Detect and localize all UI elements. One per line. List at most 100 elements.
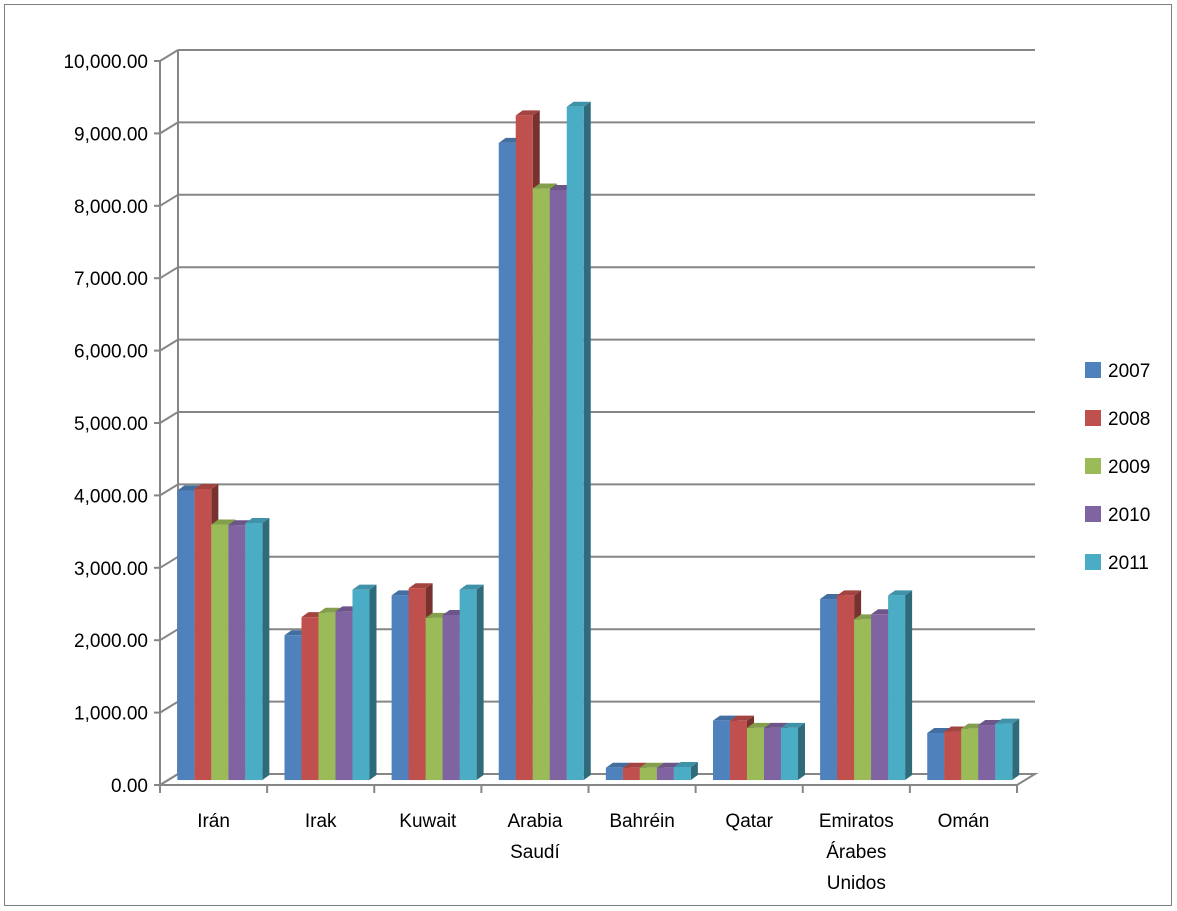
bar-front	[515, 115, 533, 781]
legend: 2007 2008 2009 2010 2011	[1085, 361, 1150, 574]
bar-front	[763, 727, 781, 781]
legend-label: 2010	[1108, 505, 1150, 526]
gridline-depth	[159, 121, 179, 135]
bar	[459, 584, 484, 781]
chart-frame: 0.00 1,000.00 2,000.00 3,000.00 4,000.00 5,00…	[4, 4, 1172, 906]
bar-front	[245, 523, 263, 781]
bar-top	[837, 590, 862, 596]
bar-front	[408, 588, 426, 781]
bar-top	[532, 183, 557, 189]
legend-swatch	[1085, 410, 1101, 426]
bar-front	[391, 595, 409, 781]
gridline-depth	[159, 700, 179, 714]
y-tick-label: 0.00	[111, 776, 148, 797]
bar-front	[622, 767, 640, 781]
bar-front	[712, 720, 730, 781]
bar	[995, 718, 1020, 781]
gridline-depth	[159, 411, 179, 424]
x-tick-label-line: Qatar	[725, 811, 773, 832]
legend-swatch	[1085, 458, 1101, 474]
gridline-depth	[159, 266, 179, 280]
y-tick-label: 2,000.00	[74, 631, 148, 652]
legend-label: 2008	[1108, 409, 1150, 430]
bar	[888, 590, 913, 781]
bar-front	[837, 595, 855, 781]
bar-front	[442, 614, 460, 781]
y-tick-label: 4,000.00	[74, 486, 148, 507]
bar	[780, 722, 805, 781]
bar-front	[228, 525, 246, 781]
x-tick-label: Irán	[197, 811, 230, 832]
y-tick-label: 1,000.00	[74, 704, 148, 725]
bar-front	[854, 619, 872, 781]
bar-front	[927, 732, 945, 781]
bar-top	[780, 722, 805, 728]
x-tick-label-line: Bahréin	[609, 811, 675, 832]
x-tick-label-line: Omán	[938, 811, 990, 832]
bar-front	[995, 723, 1013, 781]
gridline-depth	[159, 628, 179, 642]
bar-front	[729, 720, 747, 781]
bar-front	[888, 595, 906, 781]
bar-side	[583, 101, 591, 781]
bar-top	[245, 518, 270, 524]
bar-top	[763, 722, 788, 728]
bar	[566, 101, 591, 781]
x-tick-label: Omán	[938, 811, 990, 832]
legend-label: 2007	[1108, 361, 1150, 382]
bar-front	[673, 767, 691, 781]
y-axis-ticks: 0.00 1,000.00 2,000.00 3,000.00 4,000.00 5,00…	[63, 52, 148, 797]
gridline-depth	[159, 338, 179, 352]
bar-front	[780, 727, 798, 781]
y-tick-label: 5,000.00	[74, 414, 148, 435]
floor	[156, 773, 1039, 786]
bar-top	[712, 715, 737, 721]
x-tick-label-line: Emiratos	[819, 811, 894, 832]
legend-swatch	[1085, 506, 1101, 522]
x-tick-label: Arabia Saudí	[507, 811, 562, 863]
y-tick-label: 8,000.00	[74, 197, 148, 218]
bars	[177, 101, 1020, 781]
x-tick-label: Bahréin	[609, 811, 675, 832]
bar-front	[352, 589, 370, 781]
bar-top	[515, 110, 540, 116]
bar-front	[532, 188, 550, 781]
bar-top	[408, 583, 433, 589]
bar	[245, 518, 270, 781]
x-tick-label-line: Unidos	[827, 873, 886, 894]
bar-top	[459, 584, 484, 590]
bar-front	[498, 142, 516, 781]
bar-front	[318, 612, 336, 781]
gridlines	[154, 49, 1039, 786]
gridline-depth	[159, 483, 179, 497]
bar-side	[690, 762, 698, 781]
bar-side	[905, 590, 913, 781]
bar-top	[622, 762, 647, 768]
bar-front	[335, 611, 353, 781]
gridline-depth	[159, 49, 179, 62]
bar-front	[961, 728, 979, 781]
x-tick-label-line: Arabia	[507, 811, 562, 832]
bar-chart: 0.00 1,000.00 2,000.00 3,000.00 4,000.00 5,00…	[63, 49, 1150, 894]
bar-top	[352, 584, 377, 590]
gridline-depth	[159, 193, 179, 207]
x-tick-label: Irak	[305, 811, 337, 832]
bar-side	[369, 584, 377, 781]
bar-top	[566, 101, 591, 107]
x-axis: Irán Irak Kuwait Arabia Saudí Bahréin Qatar Emi…	[159, 785, 1018, 894]
bar-front	[656, 767, 674, 781]
y-tick-label: 10,000.00	[63, 52, 148, 73]
bar-top	[605, 762, 630, 768]
bar-front	[566, 106, 584, 781]
legend-swatch	[1085, 362, 1101, 378]
y-tick-label: 3,000.00	[74, 559, 148, 580]
bar-front	[211, 524, 229, 781]
bar-front	[605, 767, 623, 781]
bar-front	[425, 617, 443, 781]
bar-side	[1012, 718, 1020, 781]
bar-front	[820, 599, 838, 781]
x-tick-label-line: Árabes	[826, 842, 886, 863]
bar-front	[871, 614, 889, 781]
x-tick-label-line: Irán	[197, 811, 230, 832]
bar-top	[888, 590, 913, 596]
